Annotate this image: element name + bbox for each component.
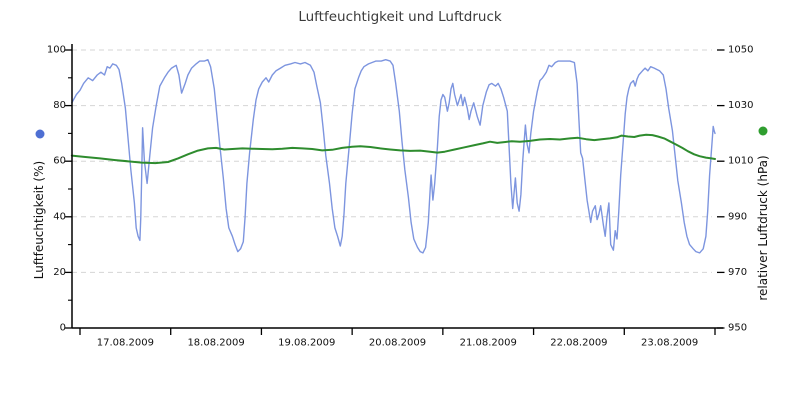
y-right-axis-title-group: relativer Luftdruck (hPa) [756, 126, 770, 301]
y-left-tick-label: 80 [53, 100, 66, 111]
y-right-tick-label: 1030 [728, 100, 753, 111]
y-left-tick-label: 100 [47, 45, 66, 56]
pressure-line [70, 133, 716, 165]
axes [64, 44, 725, 335]
y-left-tick-label: 20 [53, 267, 66, 278]
y-right-tick-label: 950 [728, 323, 747, 334]
x-date-label: 18.08.2009 [187, 337, 244, 348]
x-date-label: 17.08.2009 [97, 337, 154, 348]
y-right-tick-label: 990 [728, 211, 747, 222]
y-left-axis-title: Luftfeuchtigkeit (%) [32, 161, 46, 279]
x-date-label: 19.08.2009 [278, 337, 335, 348]
x-date-label: 21.08.2009 [460, 337, 517, 348]
humidity-line [71, 59, 716, 254]
pressure-legend-dot-icon [758, 126, 768, 136]
y-right-tick-label: 970 [728, 267, 747, 278]
x-date-label: 23.08.2009 [641, 337, 698, 348]
gridlines [72, 49, 712, 273]
y-left-tick-label: 60 [53, 156, 66, 167]
y-left-tick-label: 0 [60, 323, 66, 334]
plot-area [70, 59, 716, 254]
humidity-legend-dot-icon [35, 129, 45, 139]
y-left-axis-title-group: Luftfeuchtigkeit (%) [32, 129, 46, 279]
x-date-label: 20.08.2009 [369, 337, 426, 348]
chart-title: Luftfeuchtigkeit und Luftdruck [298, 9, 502, 25]
y-right-axis-title: relativer Luftdruck (hPa) [756, 155, 770, 300]
tick-labels: 0 20 40 60 80 100 950 970 990 1010 1030 1050 17.08.2… [47, 45, 754, 349]
x-date-label: 22.08.2009 [550, 337, 607, 348]
y-right-tick-label: 1050 [728, 45, 753, 56]
y-left-tick-label: 40 [53, 211, 66, 222]
y-right-tick-label: 1010 [728, 156, 753, 167]
